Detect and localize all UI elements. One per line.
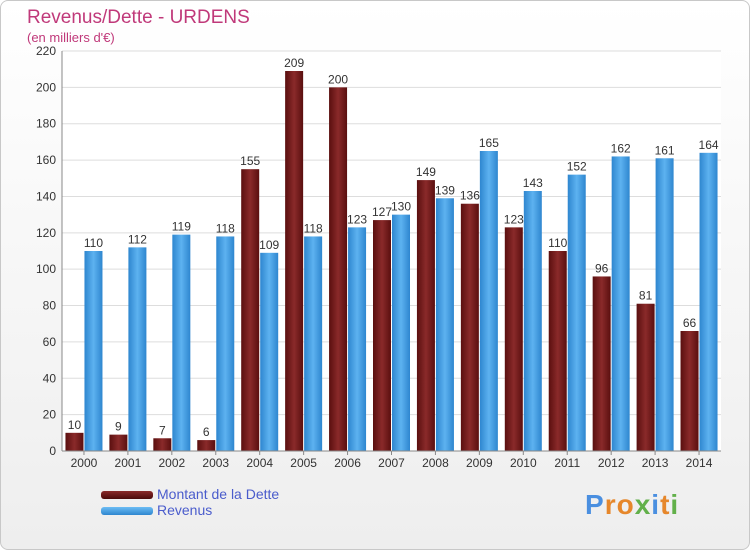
x-tick-label: 2011 — [554, 456, 580, 470]
data-label-debt-2014: 66 — [683, 316, 697, 330]
x-tick-label: 2009 — [466, 456, 493, 470]
x-tick-label: 2003 — [202, 456, 229, 470]
data-label-debt-2005: 209 — [284, 56, 304, 70]
x-tick-label: 2001 — [115, 456, 142, 470]
data-label-debt-2006: 200 — [328, 72, 348, 86]
data-label-revenue-2007: 130 — [391, 200, 411, 214]
data-label-revenue-2012: 162 — [611, 141, 631, 155]
x-tick-label: 2005 — [290, 456, 317, 470]
data-label-debt-2013: 81 — [639, 289, 653, 303]
bar-debt-2008 — [416, 180, 435, 451]
bar-revenue-2012 — [611, 156, 630, 452]
y-tick-label: 100 — [36, 262, 56, 276]
bar-revenue-2005 — [304, 236, 323, 451]
data-label-revenue-2001: 112 — [128, 232, 147, 246]
legend-label-revenue: Revenus — [157, 502, 213, 518]
bar-debt-2014 — [680, 331, 699, 451]
y-tick-label: 0 — [49, 444, 56, 458]
data-label-revenue-2006: 123 — [347, 212, 367, 226]
bar-revenue-2003 — [216, 236, 235, 451]
data-label-revenue-2011: 152 — [567, 160, 587, 174]
x-tick-label: 2002 — [158, 456, 185, 470]
bar-debt-2010 — [504, 227, 523, 451]
legend-swatch-debt — [101, 491, 153, 499]
data-label-revenue-2013: 161 — [655, 143, 675, 157]
data-label-revenue-2014: 164 — [699, 138, 719, 152]
y-tick-label: 120 — [36, 226, 56, 240]
bar-debt-2000 — [65, 432, 84, 451]
y-tick-label: 140 — [36, 189, 56, 203]
bar-revenue-2007 — [392, 214, 410, 451]
x-tick-label: 2014 — [686, 456, 713, 470]
bar-debt-2005 — [285, 71, 304, 451]
bar-revenue-2002 — [172, 234, 191, 451]
bar-revenue-2006 — [348, 227, 367, 451]
y-tick-label: 200 — [36, 80, 56, 94]
y-tick-label: 220 — [36, 44, 56, 58]
data-label-revenue-2000: 110 — [84, 236, 103, 250]
x-tick-label: 2013 — [642, 456, 669, 470]
data-label-debt-2003: 6 — [203, 425, 210, 439]
y-tick-label: 80 — [43, 299, 57, 313]
bar-revenue-2011 — [567, 174, 586, 452]
bar-revenue-2008 — [435, 198, 454, 451]
bar-debt-2011 — [548, 251, 567, 451]
x-tick-label: 2007 — [378, 456, 405, 470]
data-label-revenue-2005: 118 — [304, 221, 323, 235]
bar-debt-2003 — [197, 440, 216, 451]
y-tick-label: 40 — [43, 371, 57, 385]
bar-debt-2013 — [636, 303, 655, 451]
data-label-debt-2007: 127 — [372, 205, 392, 219]
data-label-debt-2008: 149 — [416, 165, 436, 179]
bar-revenue-2001 — [128, 247, 147, 451]
bar-debt-2004 — [241, 169, 260, 451]
data-label-debt-2012: 96 — [595, 261, 609, 275]
data-label-debt-2002: 7 — [159, 423, 166, 437]
bar-revenue-2009 — [479, 151, 498, 451]
bar-debt-2012 — [592, 276, 611, 451]
bar-revenue-2010 — [523, 191, 542, 451]
x-tick-label: 2010 — [510, 456, 537, 470]
bar-revenue-2014 — [699, 152, 718, 451]
bar-debt-2006 — [329, 87, 348, 451]
bar-debt-2007 — [373, 220, 391, 451]
data-label-revenue-2004: 109 — [259, 238, 279, 252]
chart-subtitle: (en milliers d'€) — [27, 30, 115, 45]
bar-debt-2001 — [109, 434, 128, 451]
data-label-debt-2000: 10 — [68, 418, 82, 432]
legend-swatch-revenue — [101, 507, 153, 515]
chart-title: Revenus/Dette - URDENS — [27, 7, 250, 28]
x-tick-label: 2008 — [422, 456, 449, 470]
legend-label-debt: Montant de la Dette — [157, 486, 280, 502]
x-tick-label: 2012 — [598, 456, 625, 470]
bar-debt-2002 — [153, 438, 172, 451]
data-label-debt-2011: 110 — [548, 236, 567, 250]
x-tick-label: 2004 — [246, 456, 273, 470]
x-tick-label: 2000 — [71, 456, 98, 470]
data-label-debt-2001: 9 — [115, 420, 122, 434]
proxiti-logo: Proxiti — [585, 489, 680, 520]
data-label-revenue-2009: 165 — [479, 136, 499, 150]
data-label-revenue-2008: 139 — [435, 183, 455, 197]
x-tick-label: 2006 — [334, 456, 361, 470]
bar-revenue-2000 — [84, 251, 103, 451]
data-label-revenue-2010: 143 — [523, 176, 543, 190]
y-tick-label: 60 — [43, 335, 57, 349]
data-label-debt-2009: 136 — [460, 189, 480, 203]
data-label-debt-2010: 123 — [504, 212, 524, 226]
data-label-revenue-2002: 119 — [172, 220, 191, 234]
bar-debt-2009 — [460, 203, 479, 451]
data-label-revenue-2003: 118 — [216, 221, 235, 235]
plot-area — [62, 51, 721, 451]
y-tick-label: 20 — [43, 408, 57, 422]
data-label-debt-2004: 155 — [240, 154, 260, 168]
y-tick-label: 180 — [36, 117, 56, 131]
bar-revenue-2013 — [655, 158, 674, 452]
bar-revenue-2004 — [260, 252, 279, 451]
y-tick-label: 160 — [36, 153, 56, 167]
